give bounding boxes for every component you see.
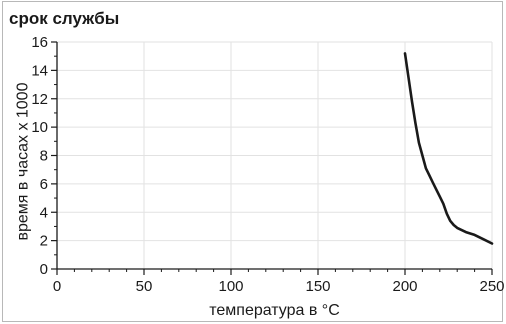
x-tick-label: 0: [53, 278, 61, 295]
y-tick-label: 6: [40, 176, 48, 193]
x-axis-title: температура в °C: [209, 302, 340, 319]
y-tick-label: 4: [40, 204, 48, 221]
chart-title: срок службы: [9, 9, 120, 28]
ticks: [51, 41, 493, 275]
y-tick-label: 14: [31, 62, 48, 79]
lifetime-curve: [403, 52, 494, 245]
x-tick-label: 250: [479, 278, 504, 295]
x-tick-label: 200: [392, 278, 417, 295]
y-tick-label: 2: [40, 233, 48, 250]
series: [403, 52, 494, 245]
y-tick-label: 0: [40, 261, 48, 278]
tick-labels: 0 50 100 150 200 250 0 2 4 6 8 10 12 14 16: [31, 34, 504, 295]
y-tick-label: 8: [40, 148, 48, 165]
y-tick-label: 16: [31, 34, 48, 51]
x-tick-label: 50: [136, 278, 153, 295]
x-tick-label: 150: [305, 278, 330, 295]
y-axis-title: время в часах x 1000: [15, 82, 32, 240]
x-tick-label: 100: [218, 278, 243, 295]
grid: [57, 41, 493, 269]
y-tick-label: 12: [31, 91, 48, 108]
y-tick-label: 10: [31, 119, 48, 136]
